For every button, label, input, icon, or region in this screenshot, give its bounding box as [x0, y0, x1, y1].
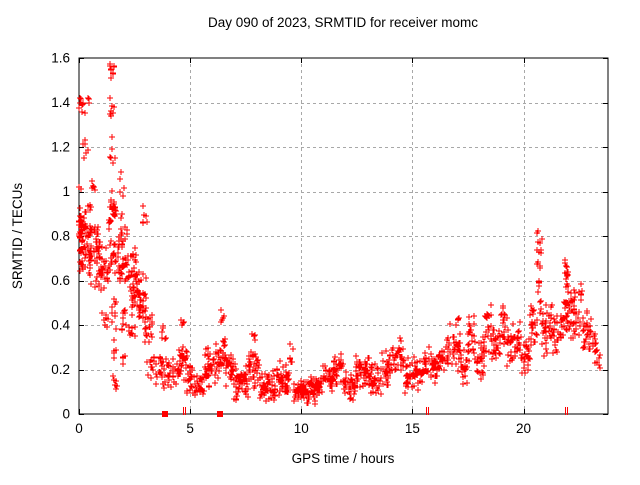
baseline-square-marker	[217, 411, 223, 417]
scatter-points	[76, 61, 603, 407]
y-tick-label: 0	[62, 407, 70, 422]
y-tick-label: 0.2	[51, 362, 70, 377]
tick-labels: 0 5 10 15 20 0 0.2 0.4 0.6 0.8 1 1.2 1.4 1.6	[51, 51, 531, 437]
y-tick-label: 0.4	[51, 318, 70, 333]
y-tick-label: 1.4	[51, 95, 70, 110]
x-tick-label: 5	[186, 421, 194, 436]
y-tick-label: 0.8	[51, 229, 70, 244]
x-axis-label: GPS time / hours	[292, 451, 395, 466]
baseline-markers	[162, 407, 569, 417]
y-tick-label: 1	[62, 184, 70, 199]
baseline-square-marker	[162, 411, 168, 417]
y-tick-label: 1.2	[51, 140, 70, 155]
x-tick-label: 10	[294, 421, 309, 436]
chart-title: Day 090 of 2023, SRMTID for receiver mom…	[208, 15, 478, 30]
scatter-series-SRMTID	[76, 61, 603, 407]
x-tick-label: 0	[75, 421, 83, 436]
y-axis-label: SRMTID / TECUs	[10, 183, 25, 290]
x-tick-label: 20	[516, 421, 531, 436]
y-tick-label: 0.6	[51, 273, 70, 288]
y-tick-label: 1.6	[51, 51, 70, 66]
x-tick-label: 15	[405, 421, 420, 436]
